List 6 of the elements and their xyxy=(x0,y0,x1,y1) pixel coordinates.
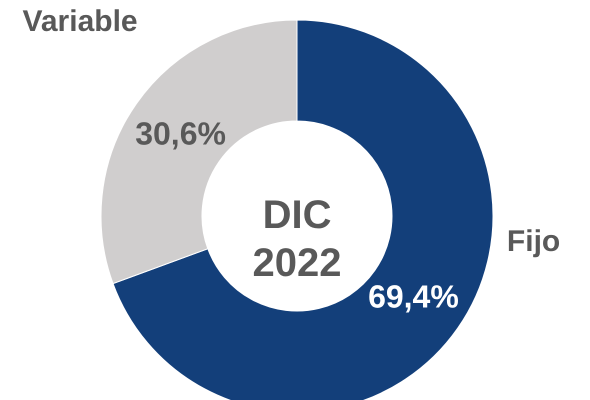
slice-label: Fijo xyxy=(506,225,560,258)
slice-label: Variable xyxy=(22,5,138,38)
text: DIC xyxy=(262,193,332,237)
data-label: 30,6% xyxy=(135,116,226,152)
text: 2022 xyxy=(252,241,342,285)
data-label: 69,4% xyxy=(368,278,459,314)
